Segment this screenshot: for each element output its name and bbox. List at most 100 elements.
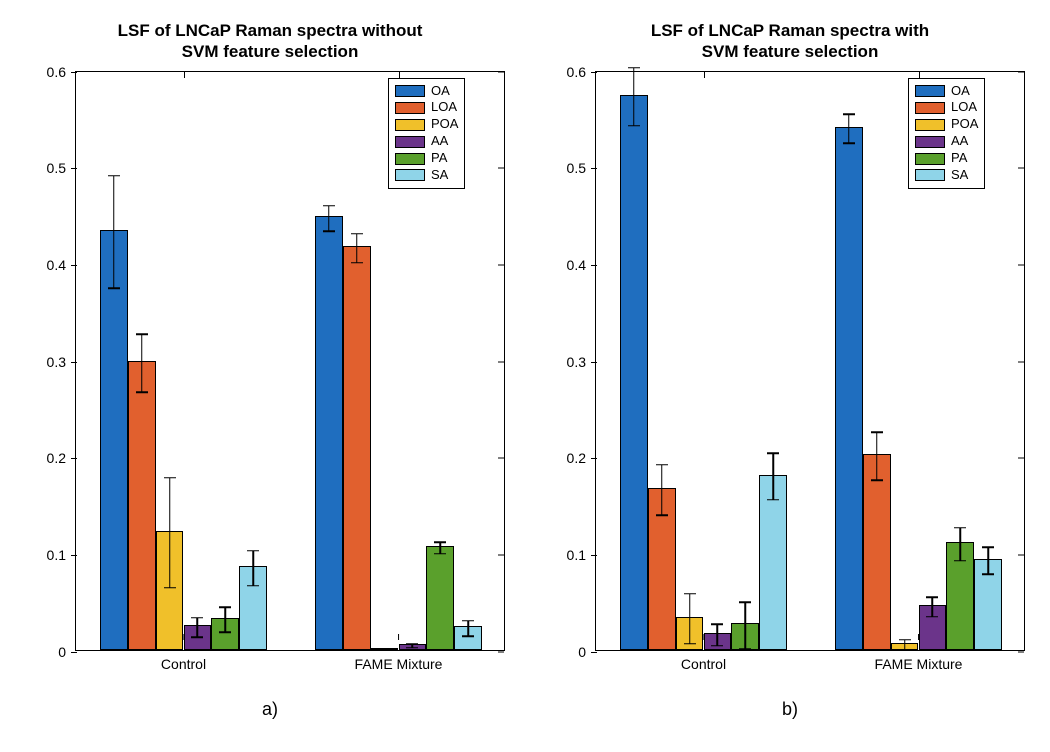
error-cap — [767, 453, 779, 455]
error-cap — [843, 113, 855, 115]
legend-swatch — [395, 153, 425, 165]
error-cap — [136, 392, 148, 394]
y-tick-right — [498, 264, 504, 265]
legend-label: AA — [431, 133, 448, 150]
legend-label: AA — [951, 133, 968, 150]
error-bar — [745, 602, 747, 648]
y-tick-right — [498, 554, 504, 555]
error-cap — [843, 142, 855, 144]
error-cap — [164, 587, 176, 589]
legend-swatch — [915, 102, 945, 114]
error-bar — [356, 234, 358, 263]
error-cap — [899, 649, 911, 651]
legend-swatch — [915, 153, 945, 165]
bar-OA — [100, 230, 128, 650]
error-cap — [926, 616, 938, 618]
legend-swatch — [395, 102, 425, 114]
error-cap — [108, 175, 120, 177]
legend-item-SA: SA — [915, 167, 978, 184]
error-bar — [960, 528, 962, 561]
x-tick-top — [704, 72, 705, 78]
error-cap — [739, 648, 751, 650]
legend-label: LOA — [431, 99, 457, 116]
error-bar — [169, 478, 171, 588]
error-cap — [247, 585, 259, 587]
error-bar — [633, 68, 635, 126]
legend-swatch — [915, 85, 945, 97]
y-tick-right — [1018, 651, 1024, 652]
panel-a-title: LSF of LNCaP Raman spectra without SVM f… — [20, 20, 520, 63]
error-bar — [328, 206, 330, 231]
error-cap — [982, 573, 994, 575]
error-cap — [462, 620, 474, 622]
error-cap — [656, 514, 668, 516]
error-bar — [225, 607, 227, 632]
figure: { "figure": { "width_px": 1050, "height_… — [0, 0, 1050, 752]
y-tick-right — [498, 71, 504, 72]
y-tick-right — [1018, 168, 1024, 169]
error-cap — [219, 631, 231, 633]
y-tick-right — [1018, 458, 1024, 459]
legend-label: OA — [951, 83, 970, 100]
y-tick-right — [498, 361, 504, 362]
bar-LOA — [128, 361, 156, 649]
error-cap — [323, 205, 335, 207]
legend: OALOAPOAAAPASA — [388, 78, 465, 189]
error-bar — [253, 551, 255, 586]
error-bar — [440, 542, 442, 554]
x-tick: FAME Mixture — [875, 656, 963, 672]
legend-item-OA: OA — [395, 83, 458, 100]
error-cap — [191, 636, 203, 638]
y-tick-right — [498, 651, 504, 652]
legend-item-OA: OA — [915, 83, 978, 100]
x-tick: Control — [681, 656, 726, 672]
bar-SA — [759, 475, 787, 650]
panel-a: LSF of LNCaP Raman spectra without SVM f… — [20, 20, 520, 720]
legend-label: SA — [431, 167, 448, 184]
legend-item-LOA: LOA — [915, 99, 978, 116]
error-cap — [954, 560, 966, 562]
legend-label: PA — [951, 150, 967, 167]
bar-OA — [620, 95, 648, 650]
error-cap — [711, 624, 723, 626]
error-bar — [141, 334, 143, 392]
error-cap — [164, 477, 176, 479]
x-tick-top — [184, 72, 185, 78]
legend-item-LOA: LOA — [395, 99, 458, 116]
y-tick-right — [1018, 264, 1024, 265]
legend-swatch — [395, 169, 425, 181]
error-cap — [434, 542, 446, 544]
legend-item-AA: AA — [915, 133, 978, 150]
error-cap — [711, 645, 723, 647]
error-bar — [468, 621, 470, 636]
panel-b-sublabel: b) — [782, 699, 798, 720]
y-tick-right — [1018, 554, 1024, 555]
legend-swatch — [915, 119, 945, 131]
panel-a-sublabel: a) — [262, 699, 278, 720]
legend-label: POA — [951, 116, 978, 133]
y-tick-right — [498, 168, 504, 169]
legend-item-POA: POA — [915, 116, 978, 133]
error-cap — [954, 527, 966, 529]
panel-b-title: LSF of LNCaP Raman spectra with SVM feat… — [540, 20, 1040, 63]
bar-OA — [835, 127, 863, 650]
bar-LOA — [863, 454, 891, 649]
error-cap — [899, 639, 911, 641]
error-cap — [628, 67, 640, 69]
error-cap — [434, 553, 446, 555]
legend-swatch — [915, 136, 945, 148]
panel-a-plot-area: 00.10.20.30.40.50.6ControlFAME MixtureOA… — [76, 72, 504, 650]
error-cap — [462, 635, 474, 637]
legend-item-PA: PA — [395, 150, 458, 167]
error-cap — [136, 334, 148, 336]
y-tick-right — [498, 458, 504, 459]
bar-POA — [371, 648, 399, 650]
x-tick: Control — [161, 656, 206, 672]
error-cap — [656, 464, 668, 466]
error-bar — [717, 624, 719, 645]
bar-LOA — [343, 246, 371, 649]
panel-b-plot: 00.10.20.30.40.50.6ControlFAME MixtureOA… — [595, 71, 1025, 651]
legend-swatch — [395, 85, 425, 97]
legend-swatch — [395, 136, 425, 148]
legend-label: PA — [431, 150, 447, 167]
